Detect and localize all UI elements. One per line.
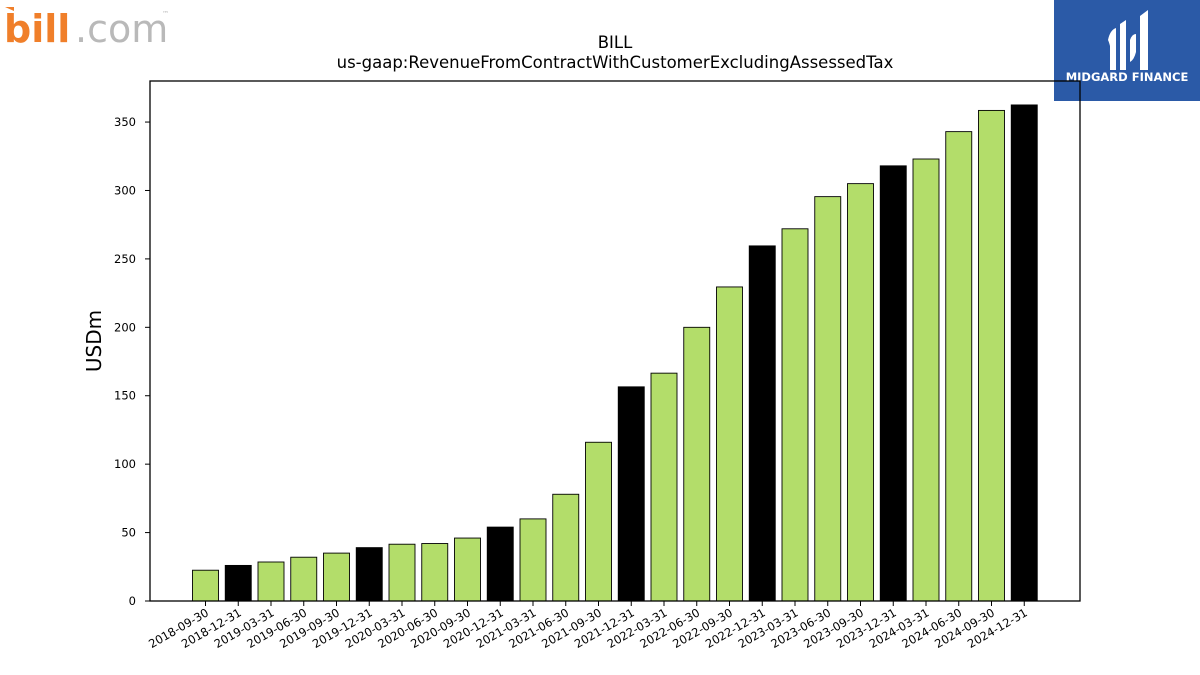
bill-com-logo: bill .com ™: [4, 7, 169, 48]
bill-logo-mark-icon: [5, 7, 14, 11]
bar-2022-03-31: [650, 372, 678, 602]
plot-frame: [149, 80, 1081, 602]
y-tick-label: 300: [114, 183, 136, 197]
bar-2019-09-30: [323, 552, 350, 602]
bar-2018-09-30: [192, 569, 219, 602]
y-ticks-group: 0 50 100 150 200 250 300 350: [114, 115, 150, 608]
bar-2022-09-30: [716, 286, 743, 602]
bar-2019-12-31: [355, 547, 383, 602]
bar-2024-03-31: [912, 158, 940, 602]
bar-2023-06-30: [814, 196, 842, 602]
bar-2024-09-30: [978, 109, 1005, 602]
com-logo-text: .com: [75, 7, 168, 48]
bar-2022-06-30: [683, 326, 711, 602]
bar-2020-12-31: [486, 526, 514, 602]
y-tick-label: 250: [114, 252, 136, 266]
bar-2019-03-31: [257, 561, 285, 602]
y-tick-label: 350: [114, 115, 136, 129]
bar-2020-06-30: [421, 543, 449, 602]
bar-2018-12-31: [224, 564, 252, 602]
y-tick-label: 100: [114, 457, 136, 471]
y-tick-label: 150: [114, 389, 136, 403]
midgard-logo-text: MIDGARD FINANCE: [1066, 70, 1189, 84]
bar-2020-03-31: [388, 543, 416, 602]
bar-2024-12-31: [1010, 104, 1038, 602]
chart-title: BILL: [598, 33, 633, 52]
y-axis-label: USDm: [82, 310, 106, 372]
bar-2023-03-31: [781, 228, 809, 602]
y-tick-label: 200: [114, 320, 136, 334]
bar-2021-03-31: [519, 518, 547, 602]
bar-2024-06-30: [945, 131, 973, 602]
bar-2022-12-31: [748, 245, 776, 602]
midgard-finance-logo: MIDGARD FINANCE: [1054, 0, 1200, 101]
midgard-mark-icon: [1108, 10, 1148, 70]
bar-2023-09-30: [847, 183, 874, 602]
trademark-symbol: ™: [162, 10, 169, 18]
x-ticks-group: 2018-09-302018-12-312019-03-312019-06-30…: [146, 601, 1030, 651]
bar-2019-06-30: [290, 556, 318, 602]
bar-2021-06-30: [552, 493, 580, 602]
bar-2023-12-31: [879, 165, 907, 602]
bar-2020-09-30: [454, 537, 481, 602]
bars-group: [192, 104, 1038, 602]
midgard-logo-background: [1054, 0, 1200, 101]
bar-2021-09-30: [585, 441, 612, 602]
bill-logo-text: bill: [4, 7, 70, 48]
y-tick-label: 0: [129, 594, 136, 608]
y-tick-label: 50: [121, 526, 136, 540]
bar-2021-12-31: [617, 386, 645, 602]
chart-subtitle: us-gaap:RevenueFromContractWithCustomerE…: [337, 53, 894, 72]
